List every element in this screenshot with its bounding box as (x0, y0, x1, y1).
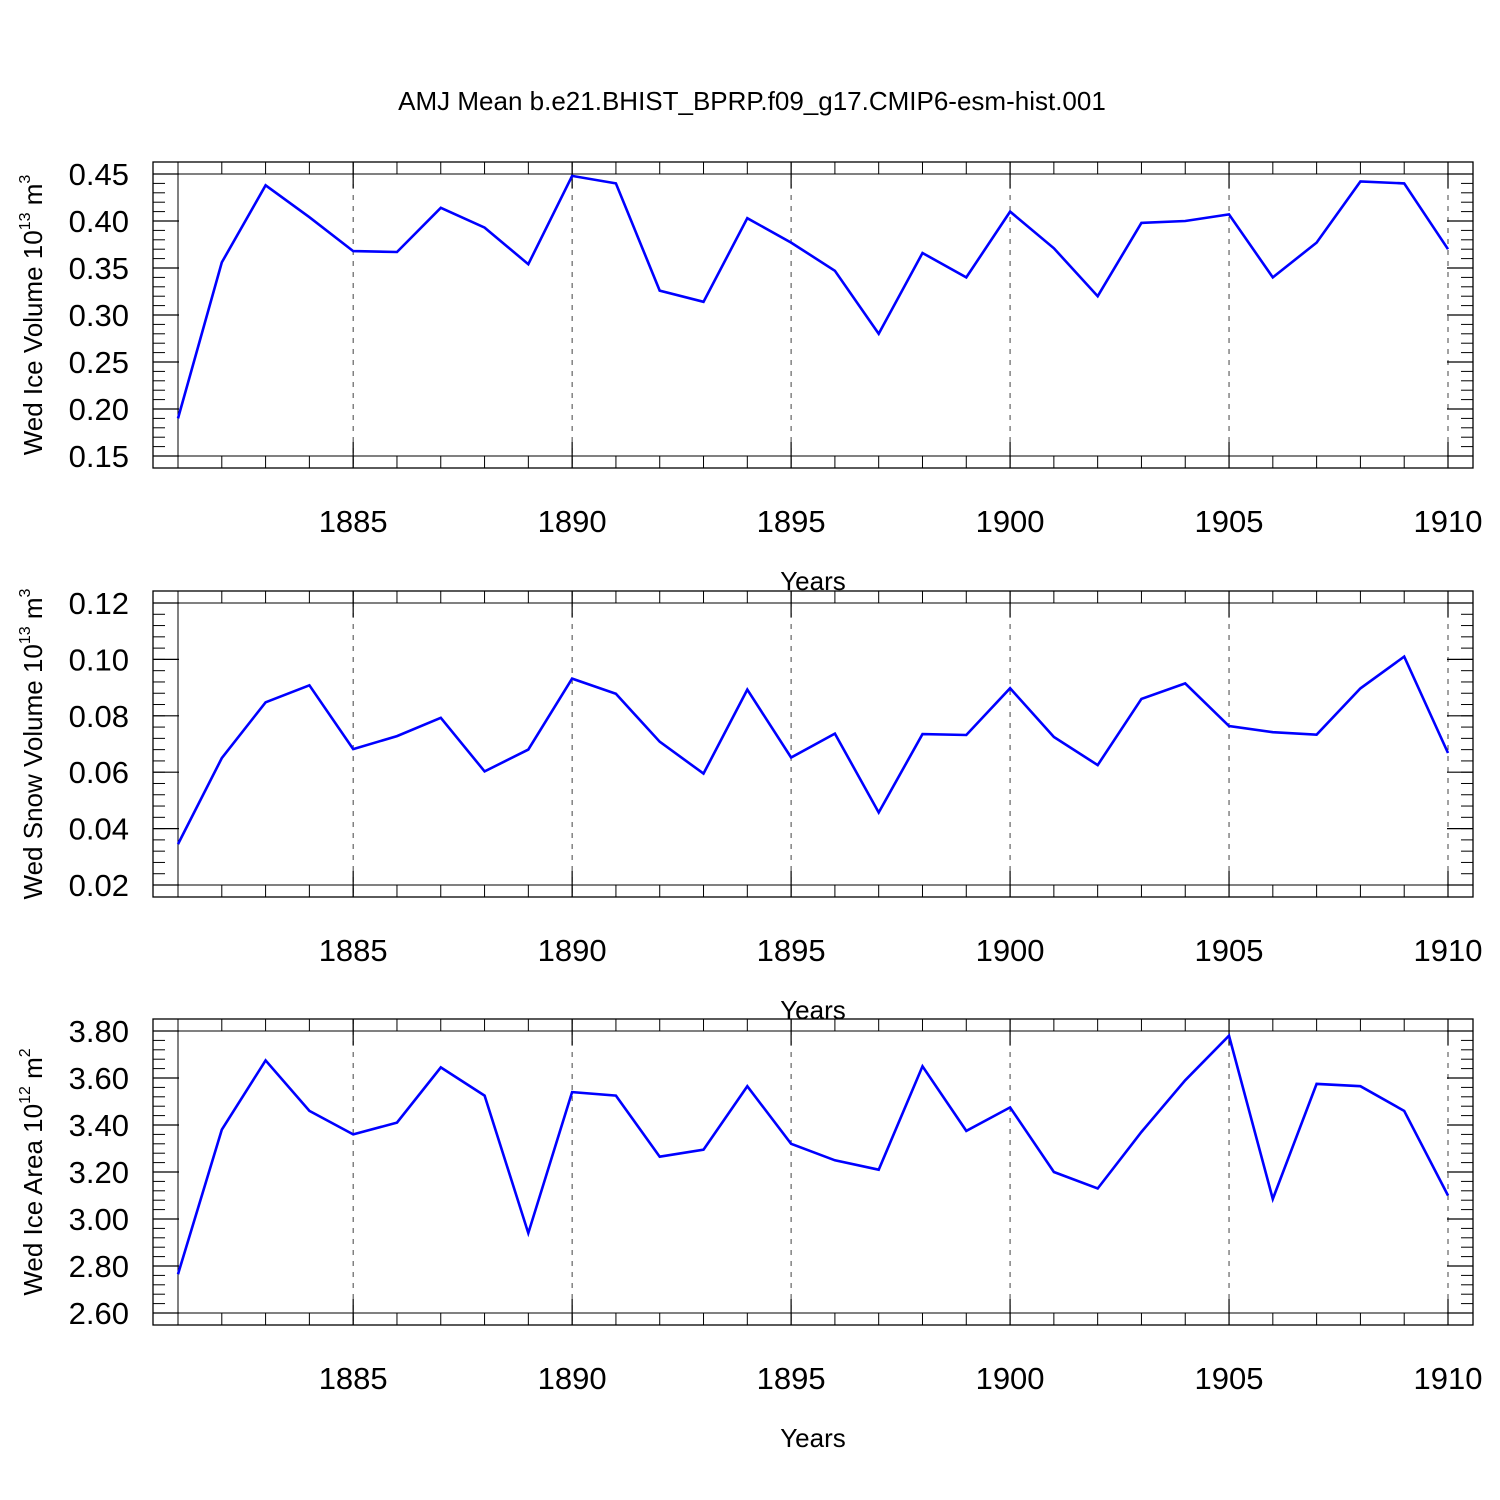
x-tick-label: 1895 (757, 504, 826, 539)
y-axis-title: Wed Ice Volume 1013 m3 (17, 175, 48, 456)
x-tick-label: 1890 (538, 933, 607, 968)
panel-3: 1885 1890 1895 1900 1905 1910 2.60 2.80 3.00 3.20… (17, 1014, 1482, 1453)
y-axis-title-unit: m (18, 1057, 48, 1086)
y-tick-label: 0.25 (69, 345, 129, 380)
y-axis-title-main: Wed Ice Area 10 (18, 1104, 48, 1296)
data-series-line (176, 174, 1450, 419)
y-axis-title-unit: m (18, 597, 48, 626)
data-series-line (176, 654, 1450, 845)
y-tick-label: 3.40 (69, 1108, 129, 1143)
y-axis-title-unit-exp: 3 (17, 175, 34, 184)
y-axis-title-exp: 12 (17, 1086, 34, 1104)
y-tick-label: 0.40 (69, 204, 129, 239)
x-axis-title: Years (780, 995, 846, 1025)
plot-frame (152, 590, 1474, 898)
y-tick-label: 0.06 (69, 755, 129, 790)
y-tick-label: 3.20 (69, 1155, 129, 1190)
y-axis-title-main: Wed Snow Volume 10 (18, 644, 48, 899)
figure-title: AMJ Mean b.e21.BHIST_BPRP.f09_g17.CMIP6-… (398, 86, 1106, 116)
y-tick-label: 0.08 (69, 699, 129, 734)
x-tick-label: 1910 (1414, 933, 1483, 968)
panel-1: 1885 1890 1895 1900 1905 1910 0.15 0.20 0.25 0.30… (17, 157, 1482, 596)
y-tick-label: 0.45 (69, 157, 129, 192)
x-tick-label: 1910 (1414, 1361, 1483, 1396)
x-tick-label: 1895 (757, 933, 826, 968)
x-tick-label: 1890 (538, 504, 607, 539)
x-tick-label: 1885 (319, 504, 388, 539)
y-axis-title-unit: m (18, 184, 48, 213)
y-axis-title-exp: 13 (17, 626, 34, 644)
y-tick-label: 0.10 (69, 642, 129, 677)
y-tick-label: 2.60 (69, 1296, 129, 1331)
y-tick-label: 3.00 (69, 1202, 129, 1237)
y-tick-label: 0.15 (69, 439, 129, 474)
x-axis-title: Years (780, 1423, 846, 1453)
y-tick-label: 0.35 (69, 251, 129, 286)
y-axis-title: Wed Ice Area 1012 m2 (17, 1048, 48, 1295)
x-tick-label: 1905 (1195, 1361, 1264, 1396)
y-axis-title-unit-exp: 3 (17, 588, 34, 597)
y-axis-title-exp: 13 (17, 212, 34, 230)
panel-2: 1885 1890 1895 1900 1905 1910 0.02 0.04 0.06 0.08… (17, 586, 1482, 1025)
y-tick-label: 3.80 (69, 1014, 129, 1049)
plot-frame (152, 161, 1474, 469)
y-tick-label: 0.12 (69, 586, 129, 621)
panels: 1885 1890 1895 1900 1905 1910 0.15 0.20 0.25 0.30… (17, 157, 1482, 1453)
x-tick-label: 1900 (976, 1361, 1045, 1396)
y-tick-label: 0.04 (69, 812, 129, 847)
x-tick-label: 1885 (319, 933, 388, 968)
x-tick-label: 1885 (319, 1361, 388, 1396)
y-axis-title: Wed Snow Volume 1013 m3 (17, 588, 48, 899)
x-tick-label: 1895 (757, 1361, 826, 1396)
x-tick-label: 1905 (1195, 933, 1264, 968)
data-series-line (176, 1033, 1450, 1275)
x-tick-label: 1900 (976, 933, 1045, 968)
y-tick-label: 0.30 (69, 298, 129, 333)
y-tick-label: 2.80 (69, 1249, 129, 1284)
y-axis-title-unit-exp: 2 (17, 1048, 34, 1057)
y-axis-title-main: Wed Ice Volume 10 (18, 230, 48, 455)
plot-frame (152, 1018, 1474, 1326)
y-tick-label: 0.02 (69, 868, 129, 903)
x-tick-label: 1910 (1414, 504, 1483, 539)
y-tick-label: 3.60 (69, 1061, 129, 1096)
y-tick-label: 0.20 (69, 392, 129, 427)
x-tick-label: 1900 (976, 504, 1045, 539)
x-tick-label: 1905 (1195, 504, 1264, 539)
x-tick-label: 1890 (538, 1361, 607, 1396)
